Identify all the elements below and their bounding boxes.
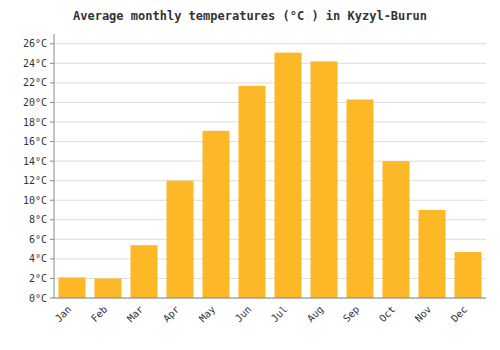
y-tick-label: 4°C: [29, 253, 47, 264]
y-tick-label: 22°C: [23, 77, 47, 88]
y-tick: [50, 43, 54, 44]
bars: [59, 53, 482, 298]
x-tick-label: Aug: [305, 304, 326, 325]
grid: [54, 44, 486, 298]
y-tick: [50, 239, 54, 240]
y-tick-label: 20°C: [23, 97, 47, 108]
y-tick: [50, 82, 54, 83]
y-tick-label: 8°C: [29, 214, 47, 225]
grid-line: [54, 180, 486, 181]
bar: [59, 277, 86, 298]
grid-line: [54, 82, 486, 83]
x-tick-label: Apr: [161, 304, 182, 325]
grid-line: [54, 298, 486, 299]
bar: [203, 131, 230, 298]
y-tick: [50, 102, 54, 103]
y-tick-label: 2°C: [29, 273, 47, 284]
grid-line: [54, 200, 486, 201]
y-tick: [50, 258, 54, 259]
x-tick-label: Oct: [377, 304, 398, 325]
x-tick-label: Nov: [413, 304, 434, 325]
y-tick: [50, 278, 54, 279]
y-tick: [50, 219, 54, 220]
y-tick: [50, 298, 54, 299]
bar: [239, 86, 266, 298]
grid-line: [54, 63, 486, 64]
x-tick-label: Jul: [269, 304, 290, 325]
chart: Average monthly temperatures (°C ) in Ky…: [0, 0, 500, 350]
y-tick: [50, 180, 54, 181]
y-tick: [50, 161, 54, 162]
y-axis-line: [54, 34, 55, 298]
grid-line: [54, 141, 486, 142]
y-tick-label: 10°C: [23, 195, 47, 206]
x-tick-label: Sep: [341, 304, 362, 325]
x-tick-label: Jan: [53, 304, 74, 325]
bar: [131, 245, 158, 298]
bar: [311, 61, 338, 298]
title: Average monthly temperatures (°C ) in Ky…: [73, 9, 427, 23]
bar: [455, 252, 482, 298]
grid-line: [54, 122, 486, 123]
x-axis-line: [54, 298, 486, 299]
x-tick-label: Dec: [449, 304, 470, 325]
x-tick-label: May: [197, 304, 218, 325]
y-tick: [50, 200, 54, 201]
bar: [419, 210, 446, 298]
x-tick-label: Jun: [233, 304, 254, 325]
bar: [275, 53, 302, 298]
grid-line: [54, 161, 486, 162]
bar: [347, 100, 374, 298]
y-tick: [50, 141, 54, 142]
grid-line: [54, 102, 486, 103]
y-tick-label: 6°C: [29, 234, 47, 245]
x-tick-label: Mar: [125, 304, 146, 325]
y-ticks: 0°C 2°C 4°C 6°C 8°C 10°C 12°C 14°C 16°C 18°C 20°C 2…: [23, 38, 54, 303]
x-tick-label: Feb: [89, 304, 110, 325]
x-ticks: Jan Feb Mar Apr May Jun Jul Aug Sep Oct Nov Dec: [53, 304, 470, 325]
y-tick-label: 16°C: [23, 136, 47, 147]
chart-container: Average monthly temperatures (°C ) in Ky…: [0, 0, 500, 350]
y-tick-label: 24°C: [23, 58, 47, 69]
y-tick-label: 14°C: [23, 156, 47, 167]
bar: [383, 161, 410, 298]
y-tick: [50, 63, 54, 64]
y-tick-label: 26°C: [23, 38, 47, 49]
y-tick-label: 18°C: [23, 117, 47, 128]
y-tick-label: 12°C: [23, 175, 47, 186]
grid-line: [54, 43, 486, 44]
bar: [167, 181, 194, 298]
y-tick: [50, 122, 54, 123]
y-tick-label: 0°C: [29, 293, 47, 304]
bar: [95, 278, 122, 298]
